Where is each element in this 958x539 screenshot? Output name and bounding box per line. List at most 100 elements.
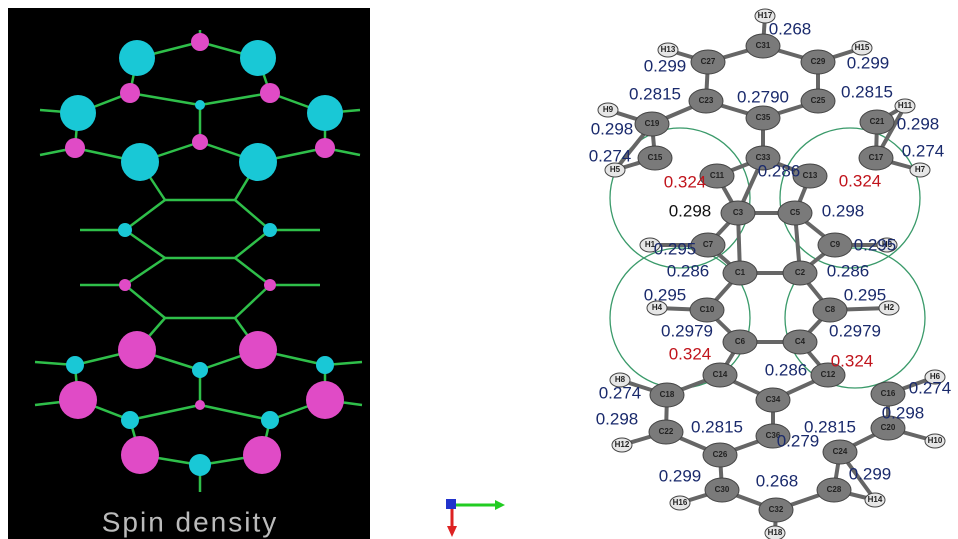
atom-label: C3 (733, 208, 744, 217)
atom-label: H10 (928, 436, 943, 445)
atom-label: C26 (713, 450, 728, 459)
bond-value: 0.286 (667, 261, 710, 280)
spin-panel (8, 8, 370, 539)
bond-value: 0.298 (897, 114, 940, 133)
atom-label: C34 (766, 395, 781, 404)
atom-label: C21 (870, 117, 885, 126)
spin-sphere (189, 454, 211, 476)
bond-value: 0.2815 (691, 417, 743, 436)
bond-value: 0.2979 (661, 321, 713, 340)
spin-sphere (316, 356, 334, 374)
atom-label: C4 (795, 337, 806, 346)
atom-label: C31 (756, 41, 771, 50)
bond-value: 0.295 (854, 235, 897, 254)
atom-label: C18 (660, 390, 675, 399)
bond-value: 0.268 (769, 19, 812, 38)
atom-label: C23 (699, 96, 714, 105)
spin-sphere (306, 381, 344, 419)
bond-value: 0.274 (599, 383, 642, 402)
atom-label: C19 (645, 119, 660, 128)
bond-value: 0.298 (591, 119, 634, 138)
bond-value: 0.324 (839, 171, 882, 190)
atom-label: C14 (713, 370, 728, 379)
spin-sphere (243, 436, 281, 474)
figure: Spin density H17C31C27C29H13H15C23C35C25… (0, 0, 958, 539)
atom-label: H15 (855, 43, 870, 52)
atom-label: C7 (703, 240, 714, 249)
spin-sphere (65, 138, 85, 158)
spin-sphere (118, 331, 156, 369)
atom-label: C27 (701, 57, 716, 66)
spin-sphere (239, 331, 277, 369)
atom-label: H7 (915, 165, 926, 174)
spin-sphere (119, 279, 131, 291)
spin-sphere (119, 40, 155, 76)
atom-label: H18 (768, 528, 783, 537)
atom-label: C5 (790, 208, 801, 217)
atom-label: H9 (603, 105, 614, 114)
atom-label: C2 (795, 268, 806, 277)
spin-sphere (120, 83, 140, 103)
bond-value: 0.298 (822, 201, 865, 220)
bond-value: 0.295 (844, 285, 887, 304)
atom-label: C24 (833, 447, 848, 456)
atom-label: C1 (735, 268, 746, 277)
spin-sphere (263, 223, 277, 237)
atom-label: C9 (830, 240, 841, 249)
atom-label: C25 (811, 96, 826, 105)
spin-sphere (307, 95, 343, 131)
caption: Spin density (102, 506, 279, 537)
atom-label: C12 (821, 370, 836, 379)
bond-value: 0.295 (644, 285, 687, 304)
atom-label: C11 (710, 171, 725, 180)
spin-sphere (192, 362, 208, 378)
bond-value: 0.299 (847, 53, 890, 72)
spin-sphere (195, 100, 205, 110)
bond-value: 0.286 (758, 161, 801, 180)
bond-value: 0.299 (644, 56, 687, 75)
axis-triad (446, 499, 505, 537)
spin-sphere (264, 279, 276, 291)
atom-label: H13 (661, 45, 676, 54)
bond-value: 0.298 (596, 409, 639, 428)
spin-sphere (60, 95, 96, 131)
bond-value: 0.2979 (829, 321, 881, 340)
bond-value: 0.274 (902, 141, 945, 160)
spin-sphere (59, 381, 97, 419)
spin-sphere (315, 138, 335, 158)
atom-label: H11 (898, 101, 913, 110)
atom-label: C10 (700, 305, 715, 314)
bond-value: 0.268 (756, 471, 799, 490)
atom-label: C29 (811, 57, 826, 66)
atom-label: C13 (803, 171, 818, 180)
spin-sphere (239, 143, 277, 181)
atom-label: C8 (825, 305, 836, 314)
spin-sphere (66, 356, 84, 374)
spin-sphere (240, 40, 276, 76)
atom-label: C17 (869, 153, 884, 162)
spin-sphere (195, 400, 205, 410)
spin-sphere (192, 134, 208, 150)
bond-value: 0.324 (664, 172, 707, 191)
bond-value: 0.286 (827, 261, 870, 280)
bond-value: 0.295 (654, 239, 697, 258)
bond-value: 0.299 (659, 466, 702, 485)
spin-sphere (118, 223, 132, 237)
atom-label: C30 (715, 485, 730, 494)
atom-label: C22 (659, 427, 674, 436)
bond-value: 0.298 (669, 201, 712, 220)
atom-label: H14 (868, 495, 883, 504)
atom-label: C15 (648, 153, 663, 162)
bond-value: 0.324 (831, 351, 874, 370)
spin-sphere (121, 411, 139, 429)
bond-value: 0.286 (765, 360, 808, 379)
atom-label: C16 (881, 389, 896, 398)
spin-sphere (261, 411, 279, 429)
spin-sphere (121, 143, 159, 181)
atom-label: H5 (610, 165, 621, 174)
bond-value: 0.298 (882, 403, 925, 422)
bond-value: 0.299 (849, 464, 892, 483)
bond-value: 0.2815 (841, 82, 893, 101)
bond-value: 0.274 (589, 146, 632, 165)
bond-value: 0.324 (669, 344, 712, 363)
